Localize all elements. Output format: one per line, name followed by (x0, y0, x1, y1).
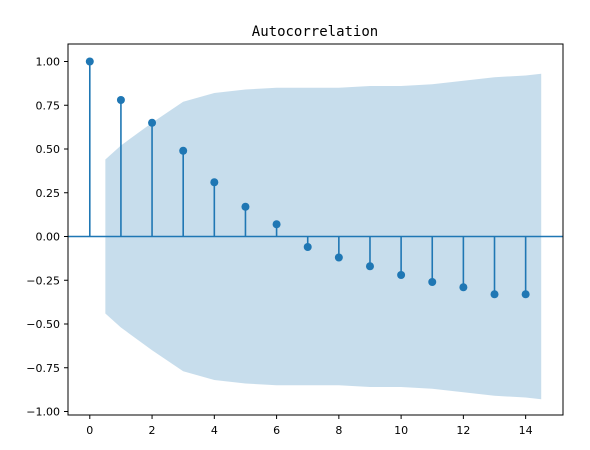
stem-marker-lag-2 (148, 118, 157, 127)
y-tick-label: 0.50 (36, 143, 61, 156)
x-axis-ticks: 0 2 4 6 8 10 12 14 (86, 415, 533, 437)
y-tick-label: −0.75 (26, 362, 60, 375)
axes-frame (67, 43, 564, 416)
stem-marker-lag-4 (210, 178, 219, 187)
x-tick-label: 2 (149, 424, 156, 437)
x-tick-label: 8 (335, 424, 342, 437)
y-tick-label: 1.00 (36, 56, 61, 69)
y-tick-label: 0.75 (36, 99, 61, 112)
y-tick-label: −1.00 (26, 406, 60, 419)
plot-frame (67, 43, 564, 416)
x-tick-label: 14 (519, 424, 533, 437)
stem-marker-lag-5 (241, 202, 250, 211)
stem-marker-lag-13 (490, 290, 499, 299)
stem-marker-lag-10 (397, 271, 406, 279)
y-tick-label: −0.50 (26, 318, 60, 331)
stem-marker-lag-8 (334, 253, 343, 262)
stems-layer (85, 57, 530, 299)
x-tick-label: 0 (86, 424, 93, 437)
x-tick-label: 6 (273, 424, 280, 437)
x-tick-label: 4 (211, 424, 218, 437)
stem-marker-lag-3 (179, 146, 188, 155)
y-axis-ticks: 1.00 0.75 0.50 0.25 0.00 −0.25 −0.50 −0.75 −1.00 (26, 56, 68, 419)
stem-marker-lag-11 (428, 278, 437, 286)
x-tick-label: 12 (456, 424, 470, 437)
stem-marker-lag-0 (85, 57, 94, 66)
stem-marker-lag-6 (272, 220, 281, 229)
y-tick-label: 0.25 (36, 187, 61, 200)
stem-marker-lag-9 (365, 262, 374, 271)
x-tick-label: 10 (394, 424, 408, 437)
chart-title: Autocorrelation (252, 24, 378, 40)
stem-marker-lag-12 (459, 283, 468, 292)
y-tick-label: −0.25 (26, 274, 60, 287)
stem-marker-lag-1 (116, 96, 125, 104)
y-tick-label: 0.00 (36, 231, 61, 244)
stem-marker-lag-14 (521, 290, 530, 299)
stem-marker-lag-7 (303, 243, 312, 251)
